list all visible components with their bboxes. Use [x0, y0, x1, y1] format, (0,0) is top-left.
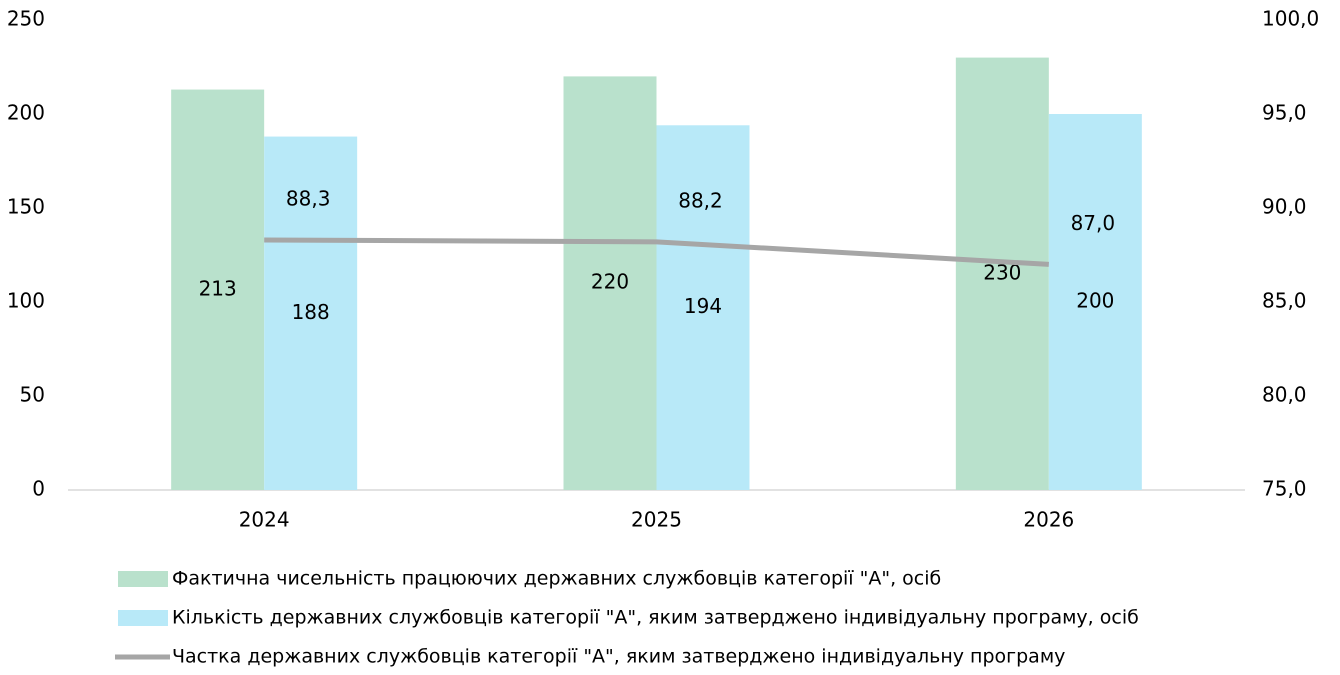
data-label: 188 [292, 300, 330, 324]
legend-swatch [118, 571, 168, 587]
data-label: 87,0 [1071, 211, 1116, 235]
y-tick-label: 200 [7, 101, 45, 125]
y2-tick-label: 95,0 [1262, 101, 1307, 125]
y-tick-label: 250 [7, 7, 45, 31]
bar [171, 89, 265, 490]
legend-label: Фактична чисельність працюючих державних… [172, 568, 941, 590]
y-tick-label: 100 [7, 289, 45, 313]
bar [1048, 114, 1142, 490]
bar [656, 125, 750, 490]
y2-tick-label: 80,0 [1262, 383, 1307, 407]
data-label: 200 [1076, 289, 1114, 313]
bar [955, 57, 1049, 490]
legend-swatch [118, 610, 168, 626]
data-label: 220 [591, 270, 629, 294]
data-label: 88,3 [286, 186, 331, 210]
y2-tick-label: 85,0 [1262, 289, 1307, 313]
legend-label: Частка державних службовців категорії "А… [172, 646, 1065, 668]
y-tick-label: 50 [20, 383, 45, 407]
data-label: 213 [199, 276, 237, 300]
bar [264, 136, 358, 490]
y2-tick-label: 75,0 [1262, 477, 1307, 501]
data-label: 88,2 [678, 188, 723, 212]
y2-tick-label: 90,0 [1262, 195, 1307, 219]
data-label: 194 [684, 294, 722, 318]
y-tick-label: 150 [7, 195, 45, 219]
line [264, 237, 1049, 267]
x-tick-label: 2025 [631, 508, 682, 532]
y-tick-label: 0 [32, 477, 45, 501]
bar [563, 76, 657, 491]
x-tick-label: 2026 [1023, 508, 1074, 532]
x-tick-label: 2024 [239, 508, 290, 532]
y2-tick-label: 100,0 [1262, 7, 1319, 31]
legend-label: Кількість державних службовців категорії… [172, 607, 1139, 629]
